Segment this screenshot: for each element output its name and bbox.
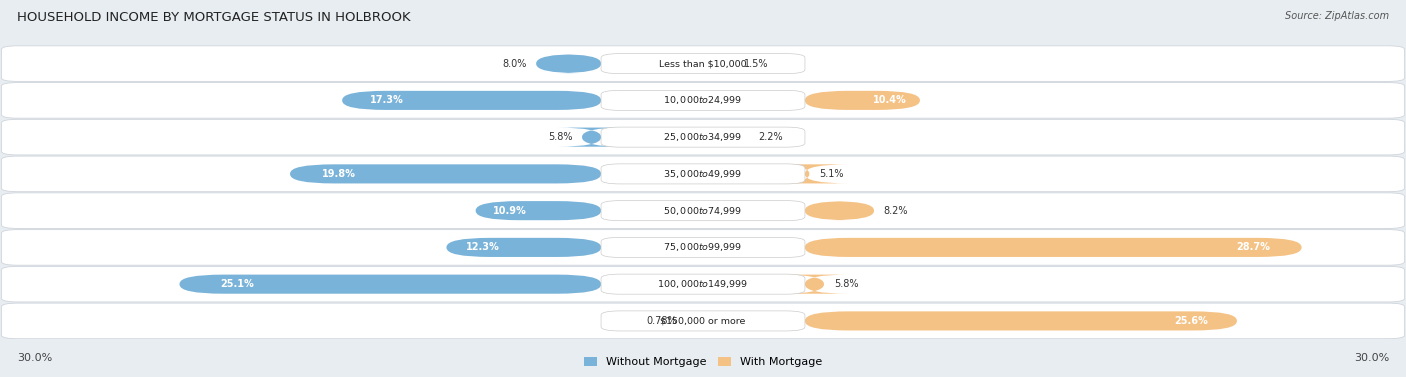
Text: 25.1%: 25.1%	[221, 279, 254, 289]
Text: 19.8%: 19.8%	[322, 169, 356, 179]
Text: Source: ZipAtlas.com: Source: ZipAtlas.com	[1285, 11, 1389, 21]
FancyBboxPatch shape	[1, 156, 1405, 192]
Text: 12.3%: 12.3%	[465, 242, 499, 253]
Text: 30.0%: 30.0%	[17, 353, 52, 363]
Text: 5.8%: 5.8%	[834, 279, 858, 289]
FancyBboxPatch shape	[1, 46, 1405, 81]
FancyBboxPatch shape	[1, 193, 1405, 228]
FancyBboxPatch shape	[602, 54, 804, 74]
FancyBboxPatch shape	[765, 164, 849, 184]
Text: $25,000 to $34,999: $25,000 to $34,999	[664, 131, 742, 143]
Text: 5.1%: 5.1%	[820, 169, 844, 179]
Text: 25.6%: 25.6%	[1174, 316, 1208, 326]
Text: $75,000 to $99,999: $75,000 to $99,999	[664, 241, 742, 253]
FancyBboxPatch shape	[536, 54, 602, 73]
Text: 30.0%: 30.0%	[1354, 353, 1389, 363]
FancyBboxPatch shape	[1, 267, 1405, 302]
FancyBboxPatch shape	[602, 90, 804, 110]
FancyBboxPatch shape	[804, 238, 1302, 257]
Text: Less than $10,000: Less than $10,000	[659, 59, 747, 68]
FancyBboxPatch shape	[1, 120, 1405, 155]
Text: 17.3%: 17.3%	[370, 95, 404, 106]
FancyBboxPatch shape	[602, 311, 804, 331]
FancyBboxPatch shape	[475, 201, 602, 220]
FancyBboxPatch shape	[1, 230, 1405, 265]
FancyBboxPatch shape	[804, 91, 920, 110]
FancyBboxPatch shape	[1, 83, 1405, 118]
Text: 10.9%: 10.9%	[492, 205, 526, 216]
Text: $10,000 to $24,999: $10,000 to $24,999	[664, 94, 742, 106]
Text: $35,000 to $49,999: $35,000 to $49,999	[664, 168, 742, 180]
FancyBboxPatch shape	[1, 303, 1405, 339]
Text: 28.7%: 28.7%	[1236, 242, 1270, 253]
FancyBboxPatch shape	[804, 201, 875, 220]
Text: 10.4%: 10.4%	[873, 95, 907, 106]
FancyBboxPatch shape	[804, 311, 1237, 331]
FancyBboxPatch shape	[290, 164, 602, 184]
FancyBboxPatch shape	[447, 238, 602, 257]
Text: 8.2%: 8.2%	[884, 205, 908, 216]
Text: 8.0%: 8.0%	[502, 58, 526, 69]
FancyBboxPatch shape	[602, 201, 804, 221]
FancyBboxPatch shape	[602, 274, 804, 294]
Text: $100,000 to $149,999: $100,000 to $149,999	[658, 278, 748, 290]
Text: HOUSEHOLD INCOME BY MORTGAGE STATUS IN HOLBROOK: HOUSEHOLD INCOME BY MORTGAGE STATUS IN H…	[17, 11, 411, 24]
FancyBboxPatch shape	[602, 164, 804, 184]
FancyBboxPatch shape	[602, 238, 804, 257]
Text: 2.2%: 2.2%	[759, 132, 783, 142]
Text: 5.8%: 5.8%	[548, 132, 572, 142]
FancyBboxPatch shape	[557, 127, 626, 147]
Text: $50,000 to $74,999: $50,000 to $74,999	[664, 205, 742, 217]
FancyBboxPatch shape	[602, 127, 804, 147]
FancyBboxPatch shape	[342, 91, 602, 110]
Legend: Without Mortgage, With Mortgage: Without Mortgage, With Mortgage	[579, 352, 827, 371]
FancyBboxPatch shape	[780, 274, 849, 294]
FancyBboxPatch shape	[180, 274, 602, 294]
Text: 0.78%: 0.78%	[647, 316, 676, 326]
Text: 1.5%: 1.5%	[744, 58, 769, 69]
Text: $150,000 or more: $150,000 or more	[661, 316, 745, 325]
